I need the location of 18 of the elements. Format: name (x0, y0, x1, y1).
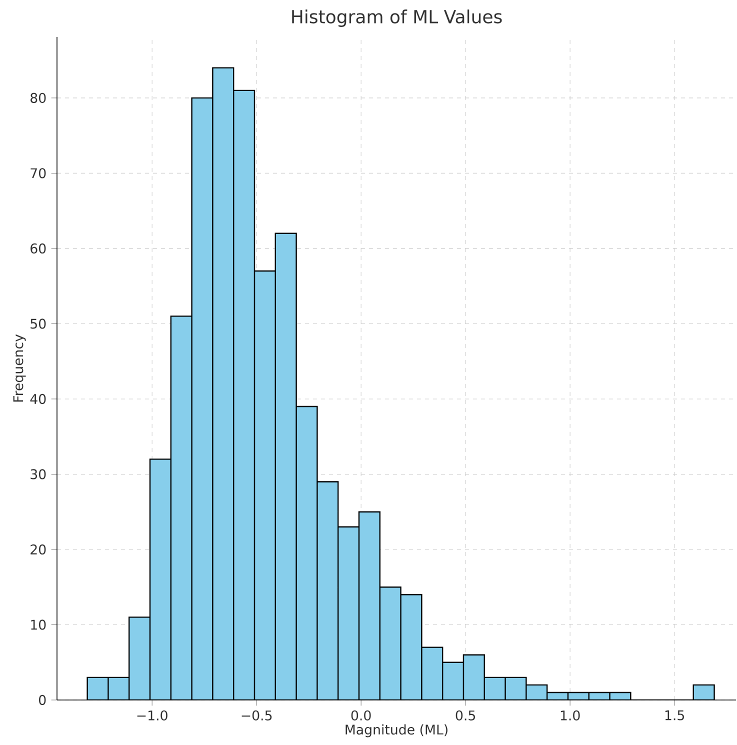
y-tick-label: 30 (30, 469, 46, 480)
y-tick-label: 80 (30, 92, 46, 103)
chart-title: Histogram of ML Values (292, 10, 502, 27)
y-tick-label: 20 (30, 544, 46, 555)
x-tick-label: 1.0 (560, 710, 580, 720)
y-tick-label: 40 (30, 394, 46, 404)
x-tick-label: −1.0 (137, 710, 168, 720)
x-tick-label: 1.5 (665, 710, 684, 720)
y-tick-label: 0 (38, 694, 46, 706)
y-tick-label: 60 (30, 243, 46, 254)
y-tick-label: 10 (31, 620, 46, 630)
y-axis-title: Frequency (13, 334, 26, 402)
x-tick-label: 0.5 (456, 710, 476, 720)
x-tick-label: 0.0 (351, 710, 371, 720)
y-tick-label: 70 (30, 168, 46, 178)
x-tick-label: −0.5 (242, 710, 272, 720)
y-tick-label: 50 (30, 318, 46, 329)
x-axis-title: Magnitude (ML) (346, 724, 448, 738)
